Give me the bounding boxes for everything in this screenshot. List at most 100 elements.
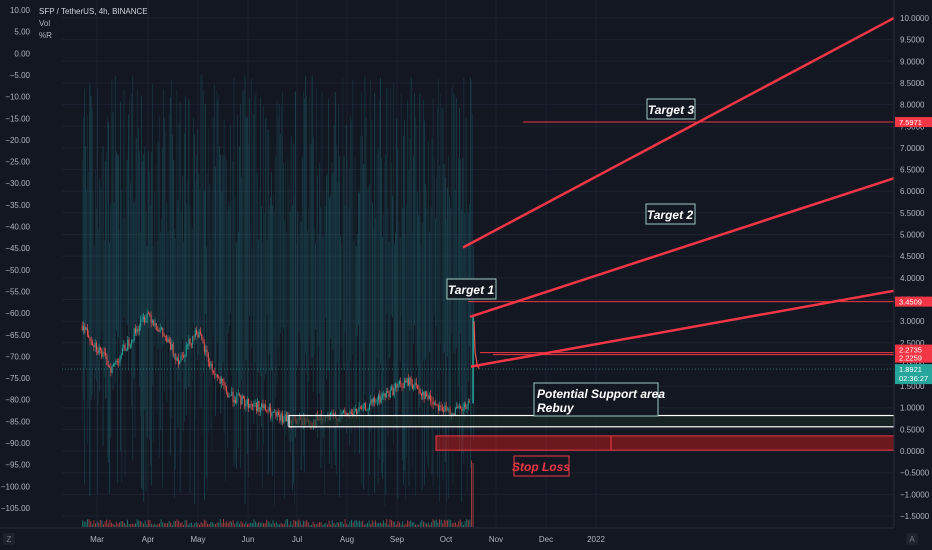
- volume-bar: [99, 520, 101, 527]
- volume-bar: [429, 524, 431, 527]
- candle-body: [271, 412, 273, 417]
- volume-bar: [405, 523, 407, 527]
- volume-bar: [261, 522, 263, 527]
- volume-bar: [349, 521, 351, 527]
- stop-loss-label: Stop Loss: [512, 460, 570, 474]
- target-3-trend-line[interactable]: [462, 16, 895, 249]
- candle-body: [343, 410, 344, 413]
- candle-body: [370, 399, 372, 405]
- volume-bar: [157, 524, 159, 527]
- williams-r-indicator-label[interactable]: %R: [39, 31, 52, 40]
- volume-bar: [123, 522, 125, 527]
- volume-bar: [205, 520, 207, 527]
- left-axis-tick-label: −105.00: [1, 504, 31, 513]
- target-2-trend-line[interactable]: [469, 177, 895, 318]
- candle-body: [236, 395, 238, 403]
- volume-bar: [91, 524, 93, 527]
- candle-body: [270, 407, 272, 417]
- price-tag-label: 1.8921: [899, 365, 922, 374]
- support-box[interactable]: [288, 414, 895, 428]
- candle-body: [445, 405, 447, 411]
- stop-loss-annotation[interactable]: Stop Loss: [512, 455, 570, 477]
- target-1-trend-line[interactable]: [470, 289, 895, 368]
- volume-bar: [432, 519, 434, 527]
- candle-body: [281, 413, 283, 423]
- right-axis-tick-label: 1.5000: [900, 382, 925, 391]
- candle-body: [141, 318, 143, 320]
- right-axis-tick-label: 4.5000: [900, 252, 925, 261]
- volume-bar: [331, 520, 333, 527]
- volume-bar: [184, 520, 186, 527]
- volume-bar: [210, 522, 212, 527]
- candle-body: [94, 343, 96, 348]
- target-3-annotation[interactable]: Target 3: [646, 98, 696, 120]
- stop-loss-box[interactable]: [435, 435, 895, 451]
- candle-body: [245, 404, 247, 407]
- volume-bar: [471, 460, 472, 527]
- candle-body: [398, 381, 400, 385]
- time-axis[interactable]: Mar Apr May Jun Jul Aug Sep Oct Nov Dec 2022: [90, 535, 605, 544]
- volume-bar: [467, 520, 469, 527]
- candle-body: [119, 357, 121, 363]
- candle-body: [222, 378, 224, 381]
- volume-bar: [304, 521, 306, 527]
- candle-body: [149, 313, 151, 316]
- candle-body: [249, 404, 251, 408]
- timezone-badge[interactable]: [3, 533, 15, 545]
- candle-body: [151, 320, 153, 323]
- candle-body: [146, 313, 148, 320]
- price-tag: [895, 296, 932, 307]
- volume-bar: [312, 521, 314, 527]
- candle-body: [253, 403, 255, 407]
- right-axis-tick-label: 8.5000: [900, 79, 925, 88]
- volume-bar: [266, 519, 268, 527]
- candle-body: [177, 358, 179, 365]
- volume-bar: [224, 522, 226, 527]
- volume-bar: [151, 524, 152, 527]
- candle-body: [198, 331, 200, 337]
- volume-bar: [336, 522, 338, 527]
- right-axis-tick-label: 9.5000: [900, 36, 925, 45]
- volume-bar: [239, 523, 240, 527]
- candle-body: [175, 354, 177, 361]
- candle-body: [436, 405, 438, 406]
- volume-bar: [199, 524, 200, 527]
- volume-bar: [207, 523, 208, 527]
- volume-bar: [287, 519, 288, 527]
- volume-bar: [309, 524, 311, 527]
- volume-bar: [243, 524, 245, 527]
- target-2-annotation[interactable]: Target 2: [645, 203, 696, 225]
- candle-body: [397, 384, 399, 388]
- left-axis-tick-label: −60.00: [5, 309, 30, 318]
- candle-body: [102, 352, 104, 357]
- candle-body: [419, 389, 421, 394]
- right-axis-tick-label: 0.5000: [900, 425, 925, 434]
- volume-bar: [232, 520, 234, 527]
- candle-body: [408, 378, 409, 386]
- volume-bar: [189, 523, 191, 527]
- candle-body: [463, 404, 465, 407]
- volume-bar: [403, 524, 405, 527]
- target-1-annotation[interactable]: Target 1: [446, 278, 497, 300]
- target-1-label: Target 1: [448, 283, 495, 297]
- candle-body: [393, 388, 395, 395]
- volume-bar: [117, 523, 119, 527]
- left-axis[interactable]: 10.00 5.00 0.00 −5.00 −10.00 −15.00 −20.00 −25.…: [1, 6, 31, 513]
- volume-bar: [170, 522, 172, 527]
- volume-bar: [376, 523, 378, 527]
- candle-body: [358, 407, 360, 412]
- left-axis-tick-label: −80.00: [5, 396, 30, 405]
- volume-bar: [83, 521, 85, 527]
- candle-body: [166, 336, 168, 343]
- candle-body: [418, 389, 420, 390]
- support-area-annotation[interactable]: Potential Support area Rebuy: [533, 382, 665, 417]
- auto-scale-badge[interactable]: [906, 533, 918, 545]
- volume-indicator-label[interactable]: Vol: [39, 19, 50, 28]
- drawings: [288, 16, 895, 451]
- candle-body: [384, 393, 386, 398]
- price-tag-label: 3.4509: [899, 298, 922, 307]
- candle-body: [176, 358, 178, 361]
- candle-body: [366, 410, 368, 411]
